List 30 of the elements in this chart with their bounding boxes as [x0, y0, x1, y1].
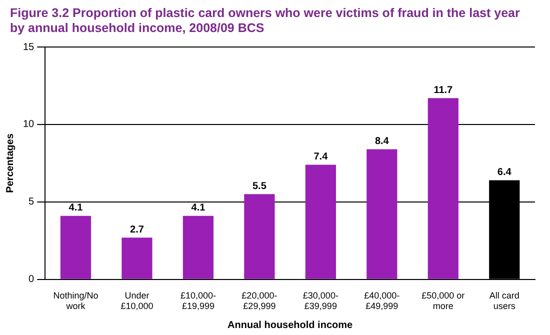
chart-title: Figure 3.2 Proportion of plastic card owners who were victims of fraud in the last year by annual household income, 2008/09 BCS [10, 6, 521, 36]
x-tick-label: All card users [489, 290, 520, 312]
data-label: 8.4 [374, 136, 390, 148]
data-label: 11.7 [434, 84, 454, 96]
data-label: 5.5 [252, 180, 267, 192]
bar [428, 98, 458, 279]
x-tick-label: £20,000- £29,999 [242, 290, 278, 312]
x-tick-label: £10,000- £19,999 [180, 290, 216, 312]
bar [182, 216, 214, 279]
bar [122, 238, 152, 279]
y-axis-title: Percentages [4, 133, 16, 193]
x-tick-label: £30,000- £39,999 [302, 290, 338, 312]
x-tick-label: £40,000- £49,999 [364, 290, 400, 312]
x-tick-label: Under £10,000 [120, 290, 154, 312]
bar [305, 164, 336, 279]
bar [244, 194, 275, 279]
bar [366, 149, 398, 279]
bar [60, 216, 92, 279]
data-label: 6.4 [497, 166, 512, 178]
data-label: 2.7 [130, 224, 144, 236]
data-label: 4.1 [191, 202, 206, 214]
y-tick-label: 5 [28, 196, 35, 208]
data-label: 7.4 [314, 152, 328, 162]
x-tick-label: Nothing/No work [53, 290, 98, 312]
data-label: 4.1 [68, 202, 84, 214]
y-tick-label: 15 [23, 42, 35, 53]
x-axis-title: Annual household income [228, 320, 353, 331]
x-tick-label: £50,000 or more [422, 290, 465, 312]
y-tick-label: 10 [23, 119, 35, 130]
y-tick-label: 0 [28, 274, 35, 286]
